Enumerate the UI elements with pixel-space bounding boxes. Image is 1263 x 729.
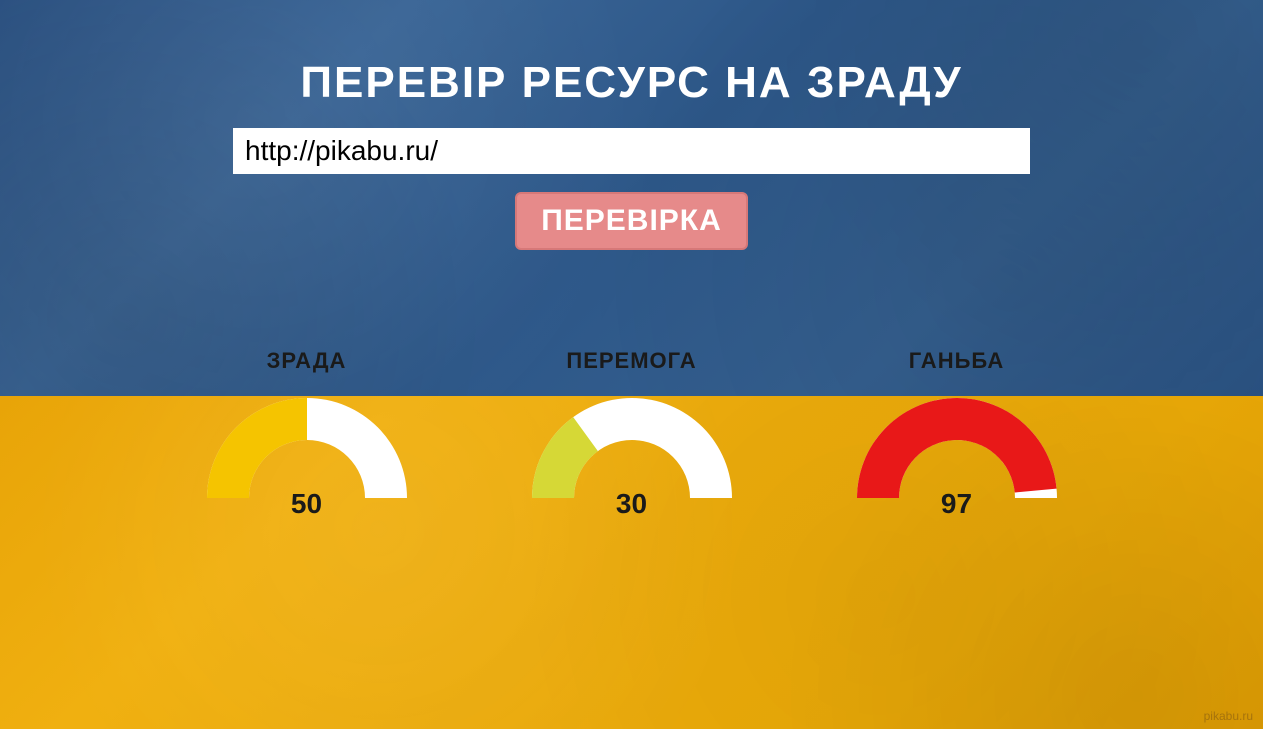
main-container: ПЕРЕВІР РЕСУРС НА ЗРАДУ ПЕРЕВІРКА ЗРАДА 5… (0, 0, 1263, 729)
gauge-1: ПЕРЕМОГА 30 (527, 348, 737, 520)
gauge-chart-0 (202, 388, 412, 502)
gauges-row: ЗРАДА 50 ПЕРЕМОГА 30 ГАНЬБА 97 (202, 348, 1062, 520)
gauge-2: ГАНЬБА 97 (852, 348, 1062, 520)
gauge-chart-1 (527, 388, 737, 502)
page-title: ПЕРЕВІР РЕСУРС НА ЗРАДУ (300, 58, 962, 108)
gauge-label-2: ГАНЬБА (909, 348, 1005, 374)
url-input[interactable] (233, 128, 1030, 174)
gauge-0: ЗРАДА 50 (202, 348, 412, 520)
gauge-chart-2 (852, 388, 1062, 502)
gauge-value-2: 97 (941, 488, 972, 520)
gauge-value-0: 50 (291, 488, 322, 520)
gauge-fill-2 (857, 398, 1057, 498)
gauge-label-1: ПЕРЕМОГА (566, 348, 696, 374)
gauge-fill-0 (207, 398, 307, 498)
watermark: pikabu.ru (1204, 709, 1253, 723)
gauge-value-1: 30 (616, 488, 647, 520)
gauge-label-0: ЗРАДА (267, 348, 347, 374)
check-button[interactable]: ПЕРЕВІРКА (515, 192, 748, 250)
